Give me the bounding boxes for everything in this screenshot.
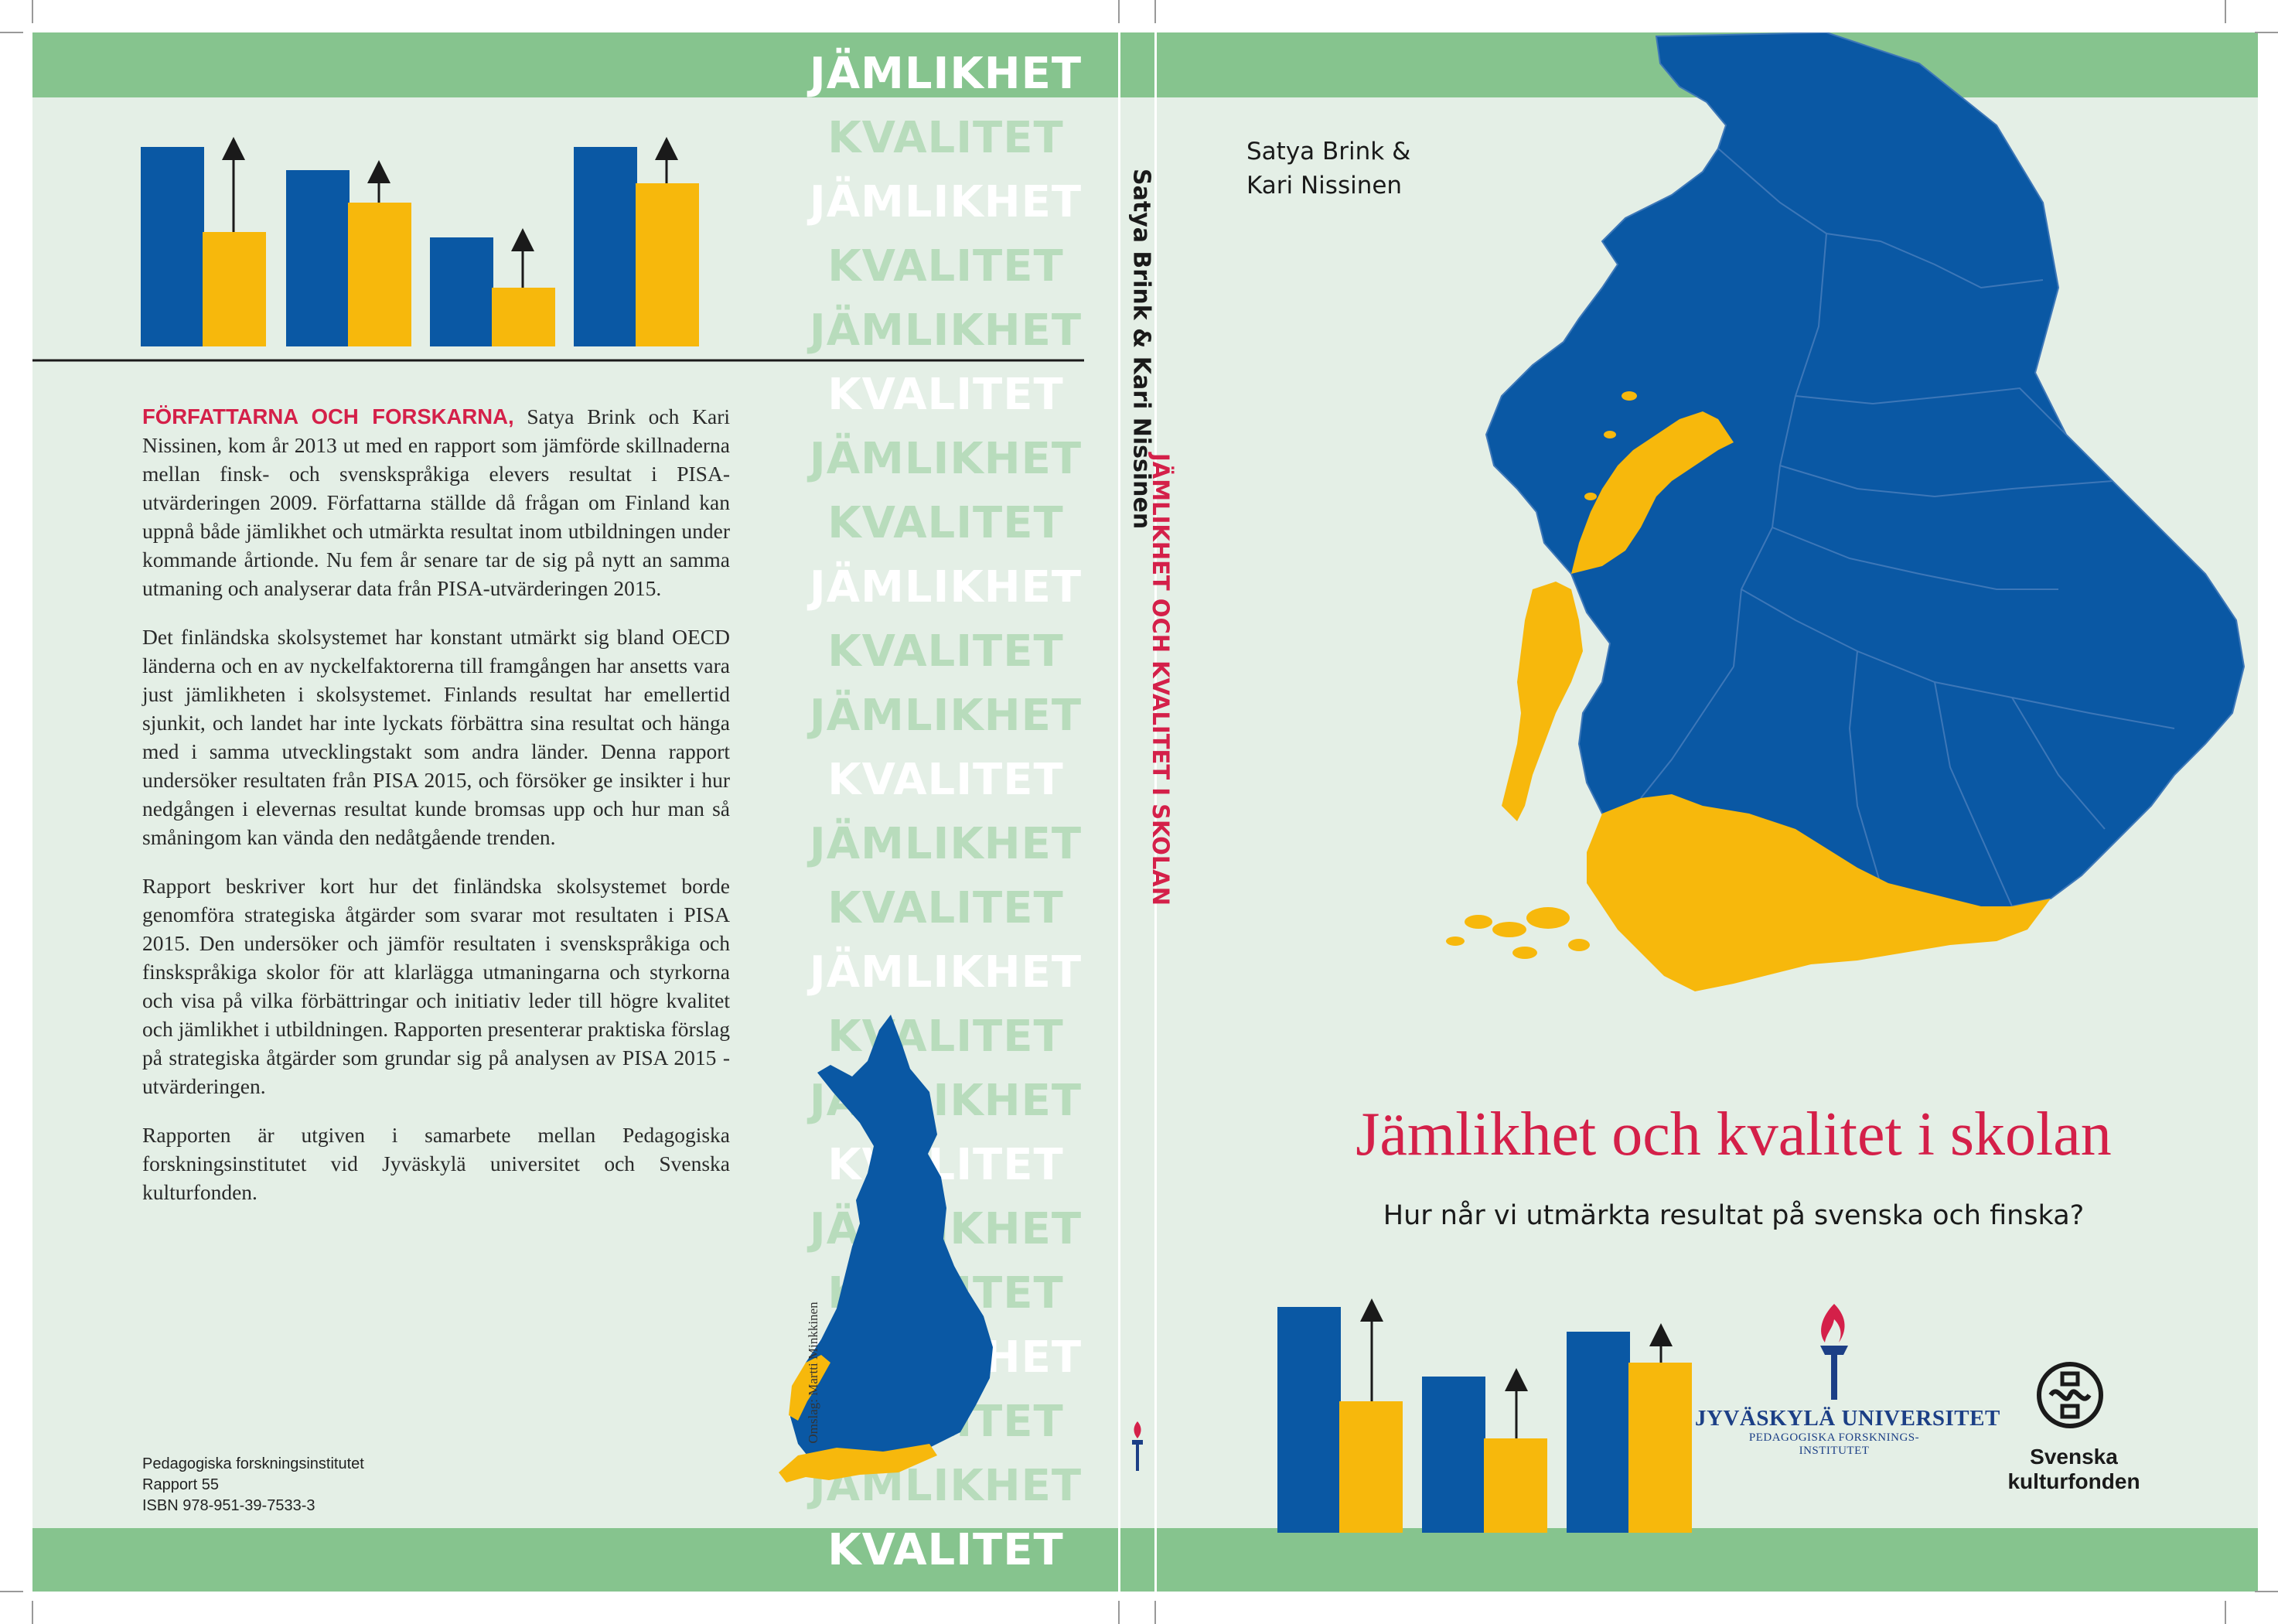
word-jamlikhet: JÄMLIKHET xyxy=(809,49,1083,99)
back-paragraph-1: FÖRFATTARNA OCH FORSKARNA, Satya Brink o… xyxy=(142,402,730,602)
lead-in: FÖRFATTARNA OCH FORSKARNA, xyxy=(142,404,514,428)
crop-mark xyxy=(32,1601,33,1624)
front-bar-pair-2 xyxy=(1422,1368,1547,1533)
front-authors: Satya Brink & Kari Nissinen xyxy=(1246,135,1410,203)
back-bar-graphic xyxy=(32,137,1084,362)
kulturfonden-logo-icon xyxy=(2037,1362,2103,1428)
book-subtitle: Hur når vi utmärkta resultat på svenska … xyxy=(1383,1200,2085,1231)
kulturfonden-name-2: kulturfonden xyxy=(2007,1469,2140,1493)
jyu-dept-1: PEDAGOGISKA FORSKNINGS- xyxy=(1748,1431,1920,1444)
back-paragraph-4: Rapporten är utgiven i samarbete mellan … xyxy=(142,1123,730,1204)
kulturfonden-name-1: Svenska xyxy=(2030,1445,2118,1469)
crop-mark xyxy=(2255,1591,2278,1592)
spine-left-rule xyxy=(1118,32,1120,1592)
back-paragraph-2: Det finländska skolsystemet har konstant… xyxy=(142,625,730,849)
book-title: Jämlikhet och kvalitet i skolan xyxy=(1356,1100,2112,1169)
publisher-line-3: ISBN 978-951-39-7533-3 xyxy=(142,1497,315,1514)
word-kvalitet: KVALITET xyxy=(827,241,1064,292)
back-bar-pair-4 xyxy=(574,137,699,346)
publisher-info: Pedagogiska forskningsinstitutet Rapport… xyxy=(142,1454,364,1517)
jyu-logo: JYVÄSKYLÄ UNIVERSITET PEDAGOGISKA FORSKN… xyxy=(1695,1332,2000,1458)
back-paragraph-3: Rapport beskriver kort hur det finländsk… xyxy=(142,874,730,1098)
publisher-line-2: Rapport 55 xyxy=(142,1476,219,1493)
word-kvalitet: KVALITET xyxy=(827,113,1064,163)
front-bar-graphic xyxy=(1277,1298,1692,1533)
word-kvalitet: KVALITET xyxy=(827,1012,1064,1062)
word-kvalitet: KVALITET xyxy=(827,883,1064,933)
back-bar-pair-1 xyxy=(141,137,266,346)
back-bar-pair-3 xyxy=(430,228,555,346)
back-finland-map xyxy=(779,1015,993,1482)
spine-torch-icon xyxy=(1132,1421,1143,1471)
word-kvalitet: KVALITET xyxy=(827,626,1064,677)
author-1: Satya Brink & xyxy=(1246,138,1411,165)
spine-right-rule xyxy=(1154,32,1157,1592)
word-kvalitet: KVALITET xyxy=(827,498,1064,548)
word-jamlikhet: JÄMLIKHET xyxy=(809,562,1083,612)
jyu-dept-2: INSTITUTET xyxy=(1799,1445,1870,1457)
crop-mark xyxy=(1118,1601,1120,1624)
word-jamlikhet: JÄMLIKHET xyxy=(809,305,1083,356)
crop-mark xyxy=(0,1591,23,1592)
word-jamlikhet: JÄMLIKHET xyxy=(809,177,1083,227)
spine-title-text: JÄMLIKHET OCH KVALITET I SKOLAN xyxy=(1148,453,1174,906)
crop-mark xyxy=(0,32,23,33)
crop-mark xyxy=(1118,0,1120,23)
cover-credit: Omslag: Martti Minkkinen xyxy=(806,1302,820,1444)
bottom-green-band xyxy=(32,1528,2258,1592)
crop-mark xyxy=(2225,0,2226,23)
spine-title: JÄMLIKHET OCH KVALITET I SKOLAN xyxy=(1141,453,1180,917)
book-cover: JÄMLIKHET KVALITET JÄMLIKHET KVALITET JÄ… xyxy=(32,32,2258,1592)
front-bar-pair-3 xyxy=(1567,1323,1692,1533)
front-finland-map xyxy=(1446,32,2246,991)
word-kvalitet: KVALITET xyxy=(827,755,1064,805)
front-bar-pair-1 xyxy=(1277,1298,1403,1533)
word-jamlikhet: JÄMLIKHET xyxy=(809,434,1083,484)
word-kvalitet: KVALITET xyxy=(827,370,1064,420)
crop-mark xyxy=(2255,32,2278,33)
crop-mark xyxy=(2225,1601,2226,1624)
publisher-line-1: Pedagogiska forskningsinstitutet xyxy=(142,1455,364,1472)
back-bar-pair-2 xyxy=(286,160,411,346)
word-jamlikhet: JÄMLIKHET xyxy=(809,819,1083,869)
author-2: Kari Nissinen xyxy=(1246,172,1403,200)
crop-mark xyxy=(1154,0,1156,23)
word-kvalitet: KVALITET xyxy=(827,1525,1064,1575)
paragraph-1-body: Satya Brink och Kari Nissinen, kom år 20… xyxy=(142,404,730,600)
crop-mark xyxy=(1154,1601,1156,1624)
crop-mark xyxy=(32,0,33,23)
word-jamlikhet: JÄMLIKHET xyxy=(809,947,1083,998)
word-jamlikhet: JÄMLIKHET xyxy=(809,691,1083,741)
kulturfonden-logo: Svenska kulturfonden xyxy=(1997,1370,2151,1494)
back-cover-text: FÖRFATTARNA OCH FORSKARNA, Satya Brink o… xyxy=(142,402,730,1227)
jyu-name: JYVÄSKYLÄ UNIVERSITET xyxy=(1695,1406,2000,1431)
torch-logo-icon xyxy=(1820,1304,1848,1400)
